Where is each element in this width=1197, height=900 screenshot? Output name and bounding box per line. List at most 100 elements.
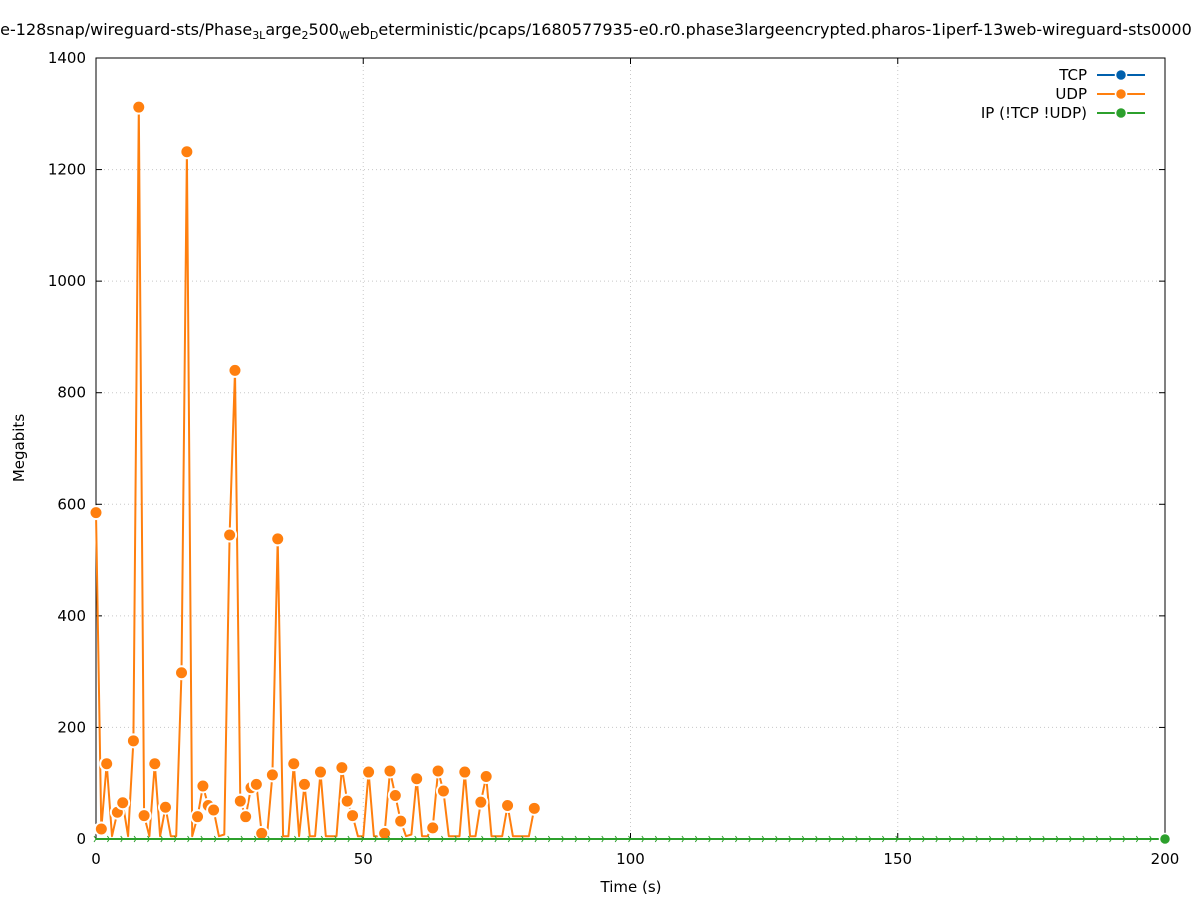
chart-title: ge-128snap/wireguard-sts/Phase3Large2500…	[0, 20, 1192, 42]
ip-marker-tick	[801, 835, 805, 843]
udp-series-point	[409, 771, 425, 787]
udp-series-point	[361, 764, 377, 780]
ip-marker-tick	[267, 835, 271, 843]
legend-marker	[1114, 68, 1128, 82]
ip-marker-tick	[614, 835, 618, 843]
ip-marker-tick	[1069, 835, 1073, 843]
ip-marker-tick	[654, 835, 658, 843]
udp-series-point	[174, 665, 190, 681]
y-tick-label: 400	[57, 607, 86, 625]
ip-marker-tick	[1135, 835, 1139, 843]
ip-marker-tick	[761, 835, 765, 843]
ip-marker-tick	[681, 835, 685, 843]
udp-series-point	[500, 798, 516, 814]
udp-series-point	[88, 505, 104, 521]
legend-marker	[1114, 87, 1128, 101]
udp-series-line	[95, 106, 536, 838]
ip-marker-tick	[200, 835, 204, 843]
ip-marker-tick	[187, 835, 191, 843]
udp-series-point	[131, 99, 147, 115]
ip-marker-tick	[587, 835, 592, 843]
title-subscript: 2	[301, 29, 309, 43]
udp-series-point	[286, 756, 302, 772]
title-subscript: 3L	[252, 29, 266, 43]
y-tick-label: 1200	[48, 161, 86, 179]
title-segment: eb	[349, 20, 370, 39]
ip-marker-tick	[307, 835, 311, 843]
ip-marker-tick	[334, 835, 338, 843]
udp-series-point	[93, 821, 109, 837]
ip-marker-tick	[521, 835, 525, 843]
ip-series-point	[1158, 832, 1172, 846]
title-segment: arge	[265, 20, 302, 39]
ip-marker-tick	[988, 835, 992, 843]
x-tick-label: 150	[883, 850, 912, 868]
chart-title-clip: ge-128snap/wireguard-sts/Phase3Large2500…	[0, 0, 1197, 44]
udp-series-point	[382, 763, 398, 779]
ip-marker-tick	[948, 835, 952, 843]
ip-marker-tick	[1095, 835, 1099, 843]
ip-marker-tick	[1149, 835, 1153, 843]
udp-series-point	[345, 808, 361, 824]
y-tick-label: 600	[57, 495, 86, 513]
udp-series-point	[312, 764, 328, 780]
ip-marker-tick	[734, 835, 739, 843]
ip-marker-tick	[975, 835, 979, 843]
legend-label: TCP	[1058, 66, 1087, 84]
ip-marker-tick	[668, 835, 672, 843]
ip-marker-tick	[561, 835, 565, 843]
udp-series-point	[339, 793, 355, 809]
ip-marker-tick	[294, 835, 298, 843]
legend-label: IP (!TCP !UDP)	[981, 104, 1087, 122]
udp-series-point	[206, 802, 222, 818]
title-segment: eterministic/pcaps/1680577935-e0.r0.phas…	[378, 20, 1192, 39]
ip-marker-tick	[494, 835, 498, 843]
udp-series-point	[435, 783, 451, 799]
y-axis-label: Megabits	[10, 414, 28, 482]
ip-marker-tick	[815, 835, 819, 843]
ip-marker-tick	[574, 835, 578, 843]
ip-marker-tick	[641, 835, 645, 843]
ip-marker-tick	[467, 835, 471, 843]
ip-marker-tick	[106, 835, 110, 843]
plot-border	[95, 57, 1166, 840]
x-tick-label: 50	[354, 850, 373, 868]
ip-marker-tick	[213, 835, 217, 843]
ip-marker-tick	[427, 835, 431, 843]
x-tick-label: 100	[616, 850, 645, 868]
udp-series-point	[227, 362, 243, 378]
udp-series-point	[99, 756, 115, 772]
udp-series-point	[115, 795, 131, 811]
udp-series-point	[222, 527, 238, 543]
udp-series-point	[430, 763, 446, 779]
ip-marker-tick	[935, 835, 939, 843]
ip-marker-tick	[895, 835, 899, 843]
ip-marker-tick	[962, 835, 966, 843]
ip-marker-tick	[387, 835, 391, 843]
ip-marker-tick	[868, 835, 872, 843]
udp-series-point	[425, 820, 441, 836]
ip-marker-tick	[828, 835, 832, 843]
ip-marker-tick	[601, 835, 605, 843]
udp-series-point	[147, 756, 163, 772]
ip-marker-tick	[788, 835, 792, 843]
ip-marker-tick	[454, 835, 458, 843]
udp-series-point	[190, 809, 206, 825]
ip-marker-tick	[320, 835, 324, 843]
ip-marker-tick	[120, 835, 124, 843]
legend-label: UDP	[1055, 85, 1087, 103]
ip-marker-tick	[441, 835, 445, 843]
ip-marker-tick	[908, 835, 912, 843]
ip-marker-tick	[708, 835, 712, 843]
ip-marker-tick	[922, 835, 926, 843]
ip-marker-tick	[93, 835, 97, 843]
y-tick-label: 1000	[48, 272, 86, 290]
udp-series-point	[238, 809, 254, 825]
udp-series-point	[387, 787, 403, 803]
ip-marker-tick	[881, 835, 885, 843]
ip-marker-tick	[775, 835, 779, 843]
axes	[95, 57, 1166, 840]
ip-marker-tick	[160, 835, 164, 843]
ip-marker-tick	[133, 835, 137, 843]
